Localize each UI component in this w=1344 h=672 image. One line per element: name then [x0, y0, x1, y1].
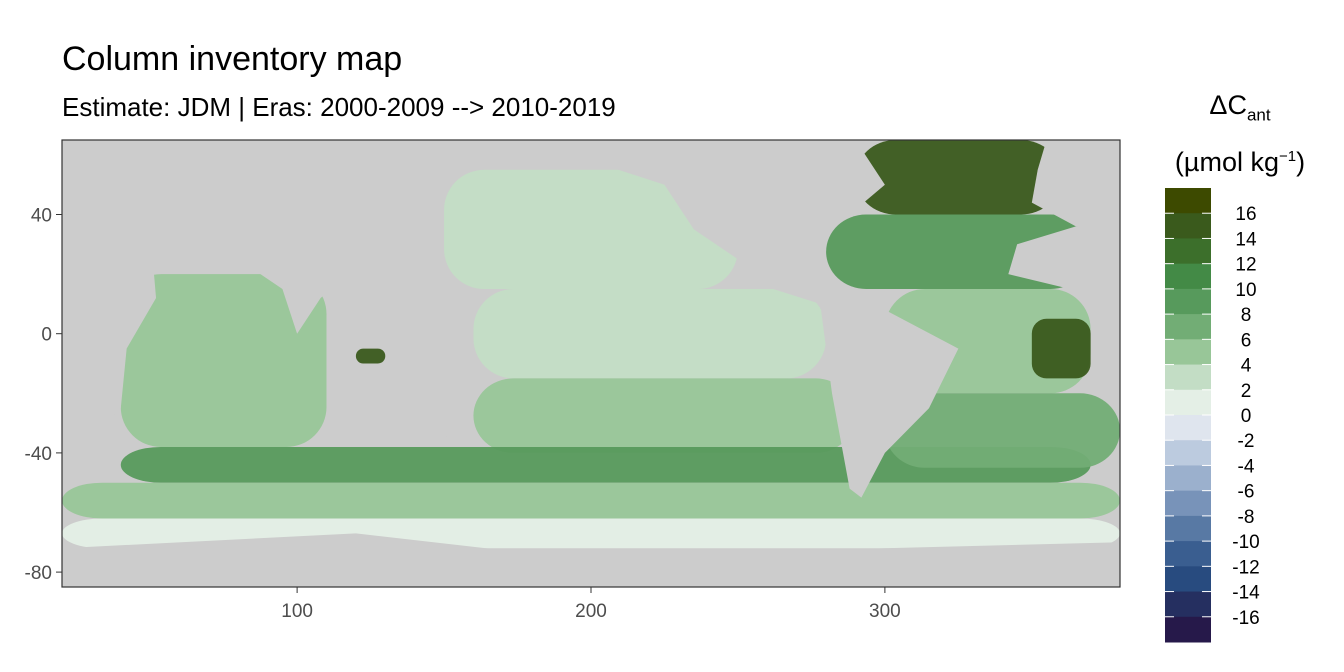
legend-swatch: [1165, 415, 1211, 441]
legend-swatch: [1165, 314, 1211, 340]
legend-label: 8: [1241, 305, 1252, 326]
legend-swatch: [1165, 490, 1211, 517]
legend-swatch: [1165, 440, 1211, 466]
legend-label: 14: [1235, 229, 1257, 250]
legend-swatch: [1165, 364, 1211, 391]
land-north-america: [561, 140, 885, 304]
legend-label: -6: [1238, 482, 1255, 503]
legend-label: -10: [1232, 532, 1259, 553]
legend-label: 4: [1241, 356, 1252, 377]
region-north-pacific: [444, 169, 738, 289]
land-australia: [341, 363, 453, 447]
legend-swatch: [1165, 465, 1211, 492]
legend-title: ΔCant (µmol kg−1): [1160, 84, 1320, 183]
x-tick-label: 200: [575, 601, 607, 622]
chart-subtitle: Estimate: JDM | Eras: 2000-2009 --> 2010…: [62, 92, 616, 122]
region-south-pacific-subtropics: [473, 378, 856, 453]
legend-label: 12: [1235, 255, 1256, 276]
legend-swatch: [1165, 188, 1211, 214]
legend-swatch: [1165, 566, 1211, 593]
region-indonesian-seas: [355, 348, 386, 364]
legend-swatch: [1165, 616, 1211, 643]
land-africa: [62, 229, 157, 438]
y-tick-label: -80: [25, 563, 52, 584]
legend-swatch: [1165, 263, 1211, 290]
land-south-america: [820, 303, 959, 498]
x-tick-label: 100: [281, 601, 313, 622]
legend-swatch: [1165, 541, 1211, 567]
legend-unit-sup: −1: [1278, 148, 1297, 166]
legend-swatch: [1165, 213, 1211, 239]
legend-label: -2: [1238, 431, 1255, 452]
land-asia: [62, 140, 415, 334]
legend-unit-open: (µmol kg: [1174, 147, 1279, 178]
legend-label: 16: [1235, 204, 1256, 225]
legend-label: -14: [1232, 583, 1260, 604]
legend-label: 0: [1241, 406, 1252, 427]
legend-swatch: [1165, 339, 1211, 366]
y-tick-label: -40: [25, 444, 52, 465]
region-gulf-of-guinea: [1031, 318, 1091, 379]
legend-label: -16: [1232, 608, 1259, 629]
legend-label: 2: [1241, 381, 1252, 402]
legend-label: 6: [1241, 330, 1252, 351]
legend-swatch: [1165, 288, 1211, 315]
y-tick-label: 0: [41, 325, 52, 346]
legend-label: -12: [1232, 557, 1259, 578]
legend-unit-close: ): [1296, 147, 1306, 178]
legend-title-main: ΔC: [1209, 90, 1247, 120]
land-antarctica: [62, 533, 1120, 587]
region-subpolar-southern-ocean: [62, 482, 1120, 519]
region-tropical-pacific: [473, 289, 827, 379]
region-indian-ocean: [120, 274, 327, 447]
y-tick-label: 40: [31, 206, 52, 227]
legend-swatch: [1165, 389, 1211, 416]
legend-swatch: [1165, 238, 1211, 265]
land-layer: [62, 140, 1120, 587]
legend-title-sub: ant: [1246, 105, 1271, 125]
chart-title: Column inventory map: [62, 40, 403, 78]
region-north-atlantic-subpolar: [855, 140, 1062, 215]
land-west-africa: [1008, 226, 1120, 319]
land-europe: [1031, 140, 1120, 230]
legend-colorbar: 16 14 12 10 8 6 4 2 0 -2 -4 -6 -8 -10 -12 -14 -16: [1165, 188, 1260, 643]
region-south-atlantic: [884, 393, 1120, 468]
legend-label: -8: [1238, 507, 1255, 528]
legend-swatch: [1165, 515, 1211, 542]
x-tick-label: 300: [869, 601, 901, 622]
legend-swatch: [1165, 591, 1211, 618]
legend-label: -4: [1238, 456, 1255, 477]
legend-label: 10: [1235, 280, 1256, 301]
